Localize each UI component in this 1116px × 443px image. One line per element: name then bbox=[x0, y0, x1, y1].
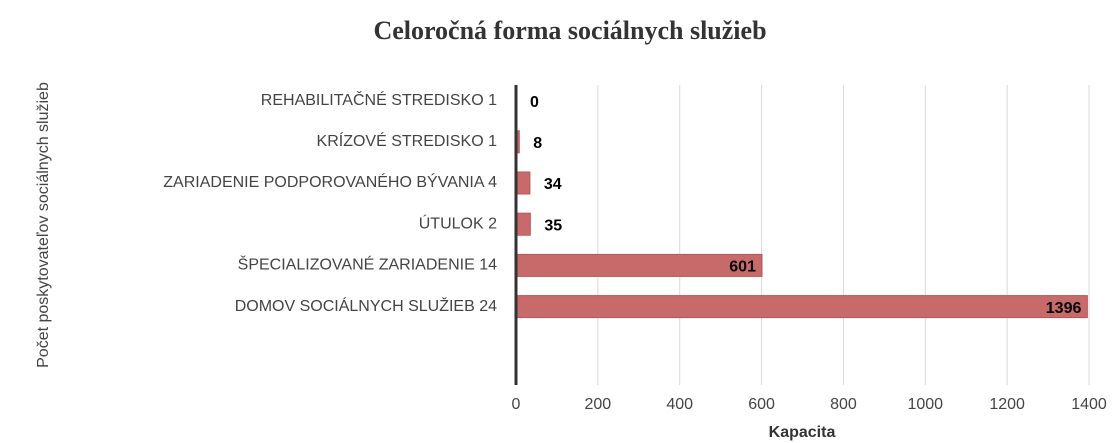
data-label: 1396 bbox=[1046, 300, 1082, 317]
data-label: 34 bbox=[544, 176, 562, 193]
y-axis-title: Počet poskytovateľov sociálnych služieb bbox=[35, 82, 52, 368]
x-tick-label: 400 bbox=[666, 396, 693, 413]
bar bbox=[515, 212, 531, 236]
y-tick-label: ŠPECIALIZOVANÉ ZARIADENIE 14 bbox=[238, 255, 497, 274]
x-tick-label: 1200 bbox=[989, 396, 1025, 413]
x-axis-title: Kapacita bbox=[769, 424, 836, 441]
data-label: 601 bbox=[729, 259, 756, 276]
bar bbox=[515, 171, 531, 195]
y-tick-label: KRÍZOVÉ STREDISKO 1 bbox=[317, 131, 498, 150]
x-tick-label: 0 bbox=[512, 396, 521, 413]
y-tick-label: REHABILITAČNÉ STREDISKO 1 bbox=[261, 90, 497, 109]
y-tick-label: DOMOV SOCIÁLNYCH SLUŽIEB 24 bbox=[235, 296, 497, 315]
x-tick-label: 200 bbox=[585, 396, 612, 413]
x-tick-label: 600 bbox=[748, 396, 775, 413]
x-tick-label: 1400 bbox=[1071, 396, 1107, 413]
y-tick-label: ZARIADENIE PODPOROVANÉHO BÝVANIA 4 bbox=[163, 172, 497, 191]
bar bbox=[515, 295, 1088, 319]
y-tick-label: ÚTULOK 2 bbox=[419, 213, 497, 232]
data-label: 0 bbox=[530, 94, 539, 111]
bar bbox=[515, 253, 763, 277]
chart-title: Celoročná forma sociálnych služieb bbox=[373, 16, 766, 45]
x-tick-label: 800 bbox=[830, 396, 857, 413]
x-tick-label: 1000 bbox=[907, 396, 943, 413]
data-label: 8 bbox=[533, 135, 542, 152]
data-label: 35 bbox=[544, 217, 562, 234]
